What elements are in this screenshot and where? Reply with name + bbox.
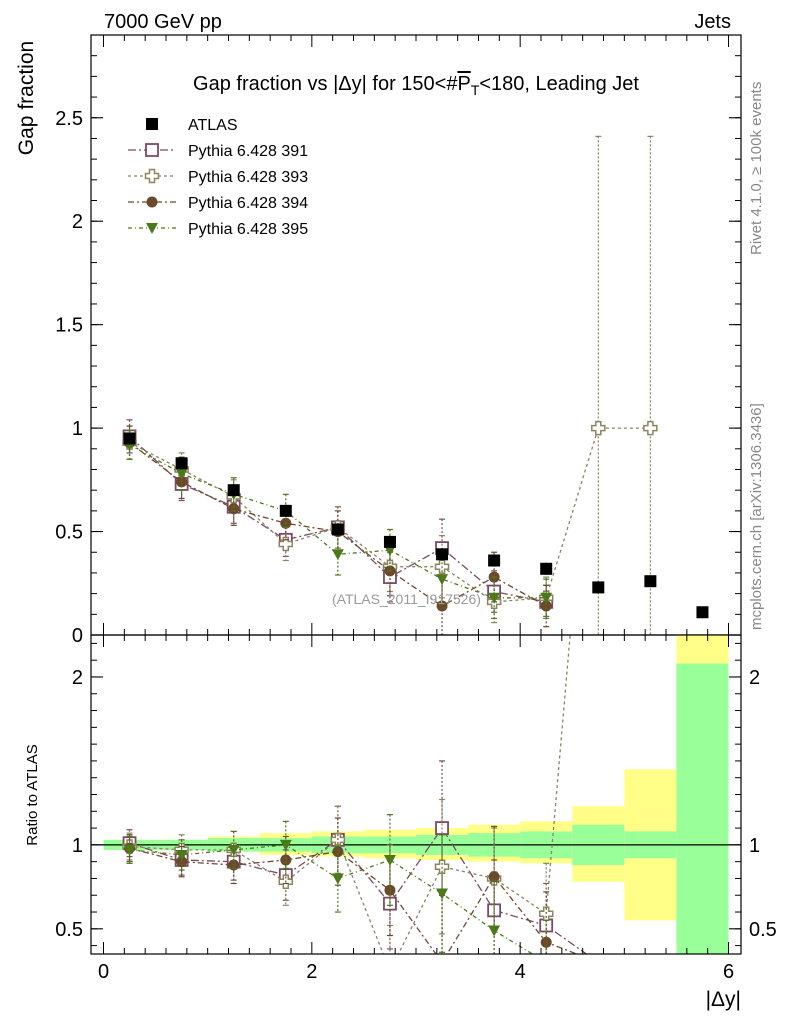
- ratio-point-p395: [540, 957, 552, 968]
- header-left: 7000 GeV pp: [104, 11, 222, 33]
- main-ytick-label: 1: [72, 418, 83, 440]
- legend: ATLAS Pythia 6.428 391 Pythia 6.428 393 Pyt…: [128, 117, 308, 238]
- ratio-ytick-label-right: 1: [749, 835, 760, 857]
- main-point-atlas: [123, 432, 136, 445]
- ratio-point-p395: [592, 957, 604, 968]
- ratio-line-p394: [129, 847, 579, 954]
- chart-title: Gap fraction vs |Δy| for 150<#PT<180, Le…: [193, 73, 639, 98]
- main-point-p395: [488, 592, 501, 604]
- legend-item-p394: Pythia 6.428 394: [128, 195, 308, 212]
- ratio-panel: 0.5 0.5 1 1 2 2 0 2 4 6 Ratio to ATLAS |Δy|: [24, 301, 777, 1011]
- ratio-point-p395: [436, 888, 449, 900]
- ratio-line-p393: [129, 635, 571, 954]
- x-tick-label: 2: [306, 961, 317, 983]
- legend-marker-p391: [145, 143, 159, 157]
- legend-marker-atlas: [146, 118, 158, 130]
- watermark: (ATLAS_2011_I917526): [332, 591, 481, 607]
- ratio-point-p394: [332, 846, 344, 858]
- legend-item-p393: Pythia 6.428 393: [128, 168, 308, 186]
- legend-marker-p393: [144, 168, 160, 184]
- legend-label-p395: Pythia 6.428 395: [188, 221, 308, 238]
- legend-label-p394: Pythia 6.428 394: [188, 195, 308, 212]
- ratio-ytick-label-right: 0.5: [749, 919, 777, 941]
- ratio-point-p393: [434, 859, 450, 874]
- main-point-atlas: [279, 504, 292, 517]
- main-ytick-label: 0.5: [55, 522, 83, 544]
- main-line-p394: [129, 442, 547, 607]
- ratio-point-p394: [437, 957, 448, 968]
- ratio-point-p395: [123, 844, 136, 856]
- main-point-atlas: [696, 606, 709, 619]
- ratio-point-p395: [175, 849, 188, 861]
- main-point-atlas: [488, 554, 501, 567]
- ratio-point-p393: [592, 301, 605, 314]
- main-ytick-label: 0: [72, 625, 83, 647]
- main-point-atlas: [175, 457, 188, 470]
- ratio-ytick-label-right: 2: [749, 667, 760, 689]
- x-axis-label: |Δy|: [706, 988, 741, 1011]
- main-point-p393: [591, 420, 606, 436]
- main-point-p395: [175, 468, 188, 480]
- ratio-point-p394: [488, 871, 500, 883]
- ratio-point-p394: [384, 884, 396, 896]
- ratio-series-p391: [122, 760, 604, 968]
- legend-label-atlas: ATLAS: [188, 117, 238, 134]
- ratio-ylabel: Ratio to ATLAS: [24, 744, 41, 845]
- main-point-p395: [331, 549, 344, 561]
- main-point-atlas: [227, 484, 240, 497]
- main-point-atlas: [383, 535, 396, 548]
- legend-label-p391: Pythia 6.428 391: [188, 143, 308, 160]
- mcplots-label: mcplots.cern.ch [arXiv:1306.3436]: [748, 403, 765, 630]
- legend-item-atlas: ATLAS: [146, 117, 238, 134]
- main-panel: 0 0.5 1 1.5 2 2.5 Gap fraction (ATLAS_2011_I9…: [15, 34, 742, 647]
- main-point-atlas: [592, 581, 605, 594]
- legend-item-p391: Pythia 6.428 391: [128, 143, 308, 160]
- ratio-point-p395: [279, 839, 292, 851]
- main-point-p395: [383, 545, 396, 557]
- main-point-atlas: [540, 562, 553, 575]
- ratio-series-p393: [122, 301, 605, 977]
- ratio-point-p395: [331, 873, 344, 885]
- rivet-label: Rivet 4.1.0, ≥ 100k events: [748, 82, 765, 255]
- x-tick-label: 4: [515, 961, 526, 983]
- main-ytick-label: 1.5: [55, 315, 83, 337]
- main-series-atlas: [123, 432, 709, 619]
- main-point-atlas: [644, 575, 657, 588]
- ratio-ytick-label: 2: [72, 667, 83, 689]
- ratio-point-p395: [227, 844, 240, 856]
- main-point-p393: [278, 536, 294, 552]
- ratio-ytick-label: 0.5: [55, 919, 83, 941]
- legend-marker-p394: [146, 196, 158, 208]
- ratio-point-p393: [174, 842, 189, 858]
- ratio-point-p395: [488, 925, 501, 937]
- main-point-p393: [643, 420, 658, 436]
- legend-item-p395: Pythia 6.428 395: [128, 221, 308, 238]
- main-point-p395: [540, 592, 553, 604]
- main-point-p394: [436, 600, 448, 612]
- ratio-point-p393: [383, 964, 396, 977]
- main-ylabel: Gap fraction: [15, 41, 38, 155]
- ratio-point-p395: [383, 854, 396, 866]
- main-point-p394: [540, 600, 552, 612]
- ratio-line-p391: [129, 826, 588, 954]
- main-point-p395: [436, 574, 449, 586]
- x-tick-label: 6: [723, 961, 734, 983]
- header-right: Jets: [694, 11, 731, 33]
- x-tick-label: 0: [98, 961, 109, 983]
- legend-label-p393: Pythia 6.428 393: [188, 169, 308, 186]
- ratio-point-p391: [592, 956, 604, 968]
- band-green: [676, 663, 729, 954]
- ratio-ytick-label: 1: [72, 835, 83, 857]
- main-ytick-label: 2: [72, 211, 83, 233]
- main-point-atlas: [331, 523, 344, 536]
- ratio-point-p394: [280, 854, 292, 866]
- legend-marker-p395: [146, 223, 158, 234]
- main-point-atlas: [436, 548, 449, 561]
- ratio-point-p394: [593, 957, 604, 968]
- main-point-p394: [228, 503, 240, 515]
- main-ytick-label: 2.5: [55, 108, 83, 130]
